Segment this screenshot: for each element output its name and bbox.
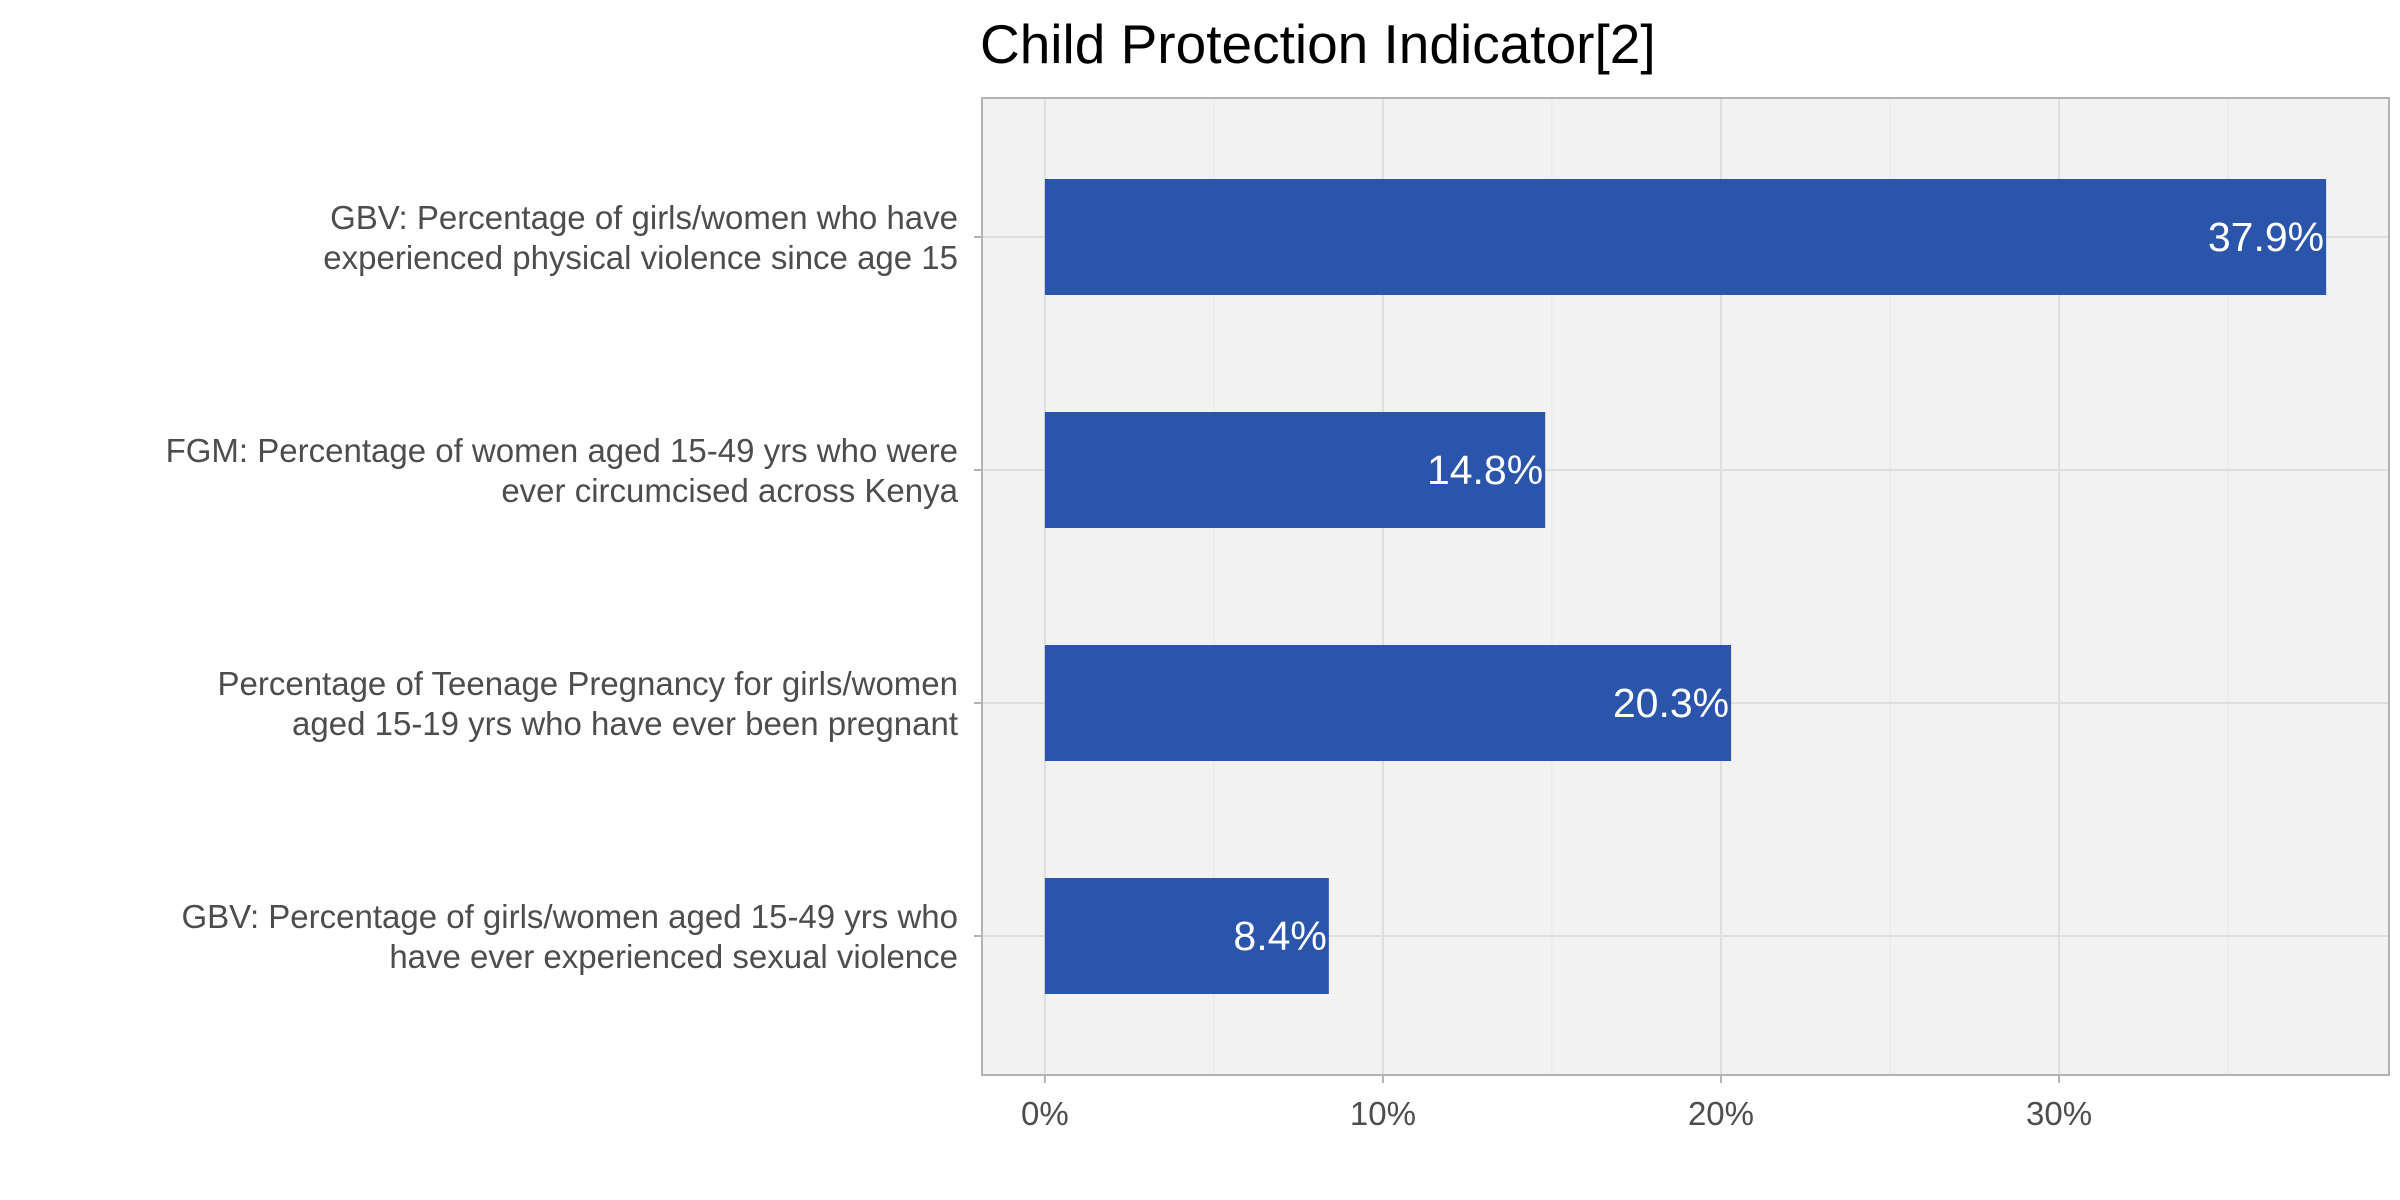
category-label-line: FGM: Percentage of women aged 15-49 yrs … <box>166 432 958 469</box>
y-axis: GBV: Percentage of girls/women who have e… <box>166 199 982 975</box>
category-label-line: have ever experienced sexual violence <box>389 938 958 975</box>
bar <box>1044 878 1329 994</box>
category-label-line: aged 15-19 yrs who have ever been pregna… <box>292 705 958 742</box>
x-tick-label: 10% <box>1350 1095 1416 1132</box>
category-label-line: experienced physical violence since age … <box>323 239 958 276</box>
bar-value-label: 8.4% <box>1233 913 1326 959</box>
category-label: GBV: Percentage of girls/women aged 15-4… <box>181 898 958 975</box>
category-label: GBV: Percentage of girls/women who have e… <box>323 199 958 276</box>
bar <box>1044 412 1546 528</box>
x-axis: 0% 10% 20% 30% <box>1021 1075 2092 1132</box>
bar <box>1044 179 2327 295</box>
bars <box>1044 179 2327 994</box>
bar <box>1044 645 1732 761</box>
bar-value-label: 20.3% <box>1613 680 1729 726</box>
data-labels: 37.9% 14.8% 20.3% 8.4% <box>1233 214 2324 959</box>
x-tick-label: 20% <box>1688 1095 1754 1132</box>
category-label-line: ever circumcised across Kenya <box>501 472 958 509</box>
x-tick-label: 0% <box>1021 1095 1069 1132</box>
category-label: Percentage of Teenage Pregnancy for girl… <box>217 665 958 742</box>
category-label-line: Percentage of Teenage Pregnancy for girl… <box>217 665 958 702</box>
chart-title: Child Protection Indicator[2] <box>980 13 1656 75</box>
bar-value-label: 14.8% <box>1427 447 1543 493</box>
category-label-line: GBV: Percentage of girls/women who have <box>330 199 958 236</box>
x-tick-label: 30% <box>2026 1095 2092 1132</box>
category-label: FGM: Percentage of women aged 15-49 yrs … <box>166 432 959 509</box>
category-label-line: GBV: Percentage of girls/women aged 15-4… <box>181 898 958 935</box>
bar-value-label: 37.9% <box>2208 214 2324 260</box>
plot-panel-border <box>981 97 2390 1076</box>
